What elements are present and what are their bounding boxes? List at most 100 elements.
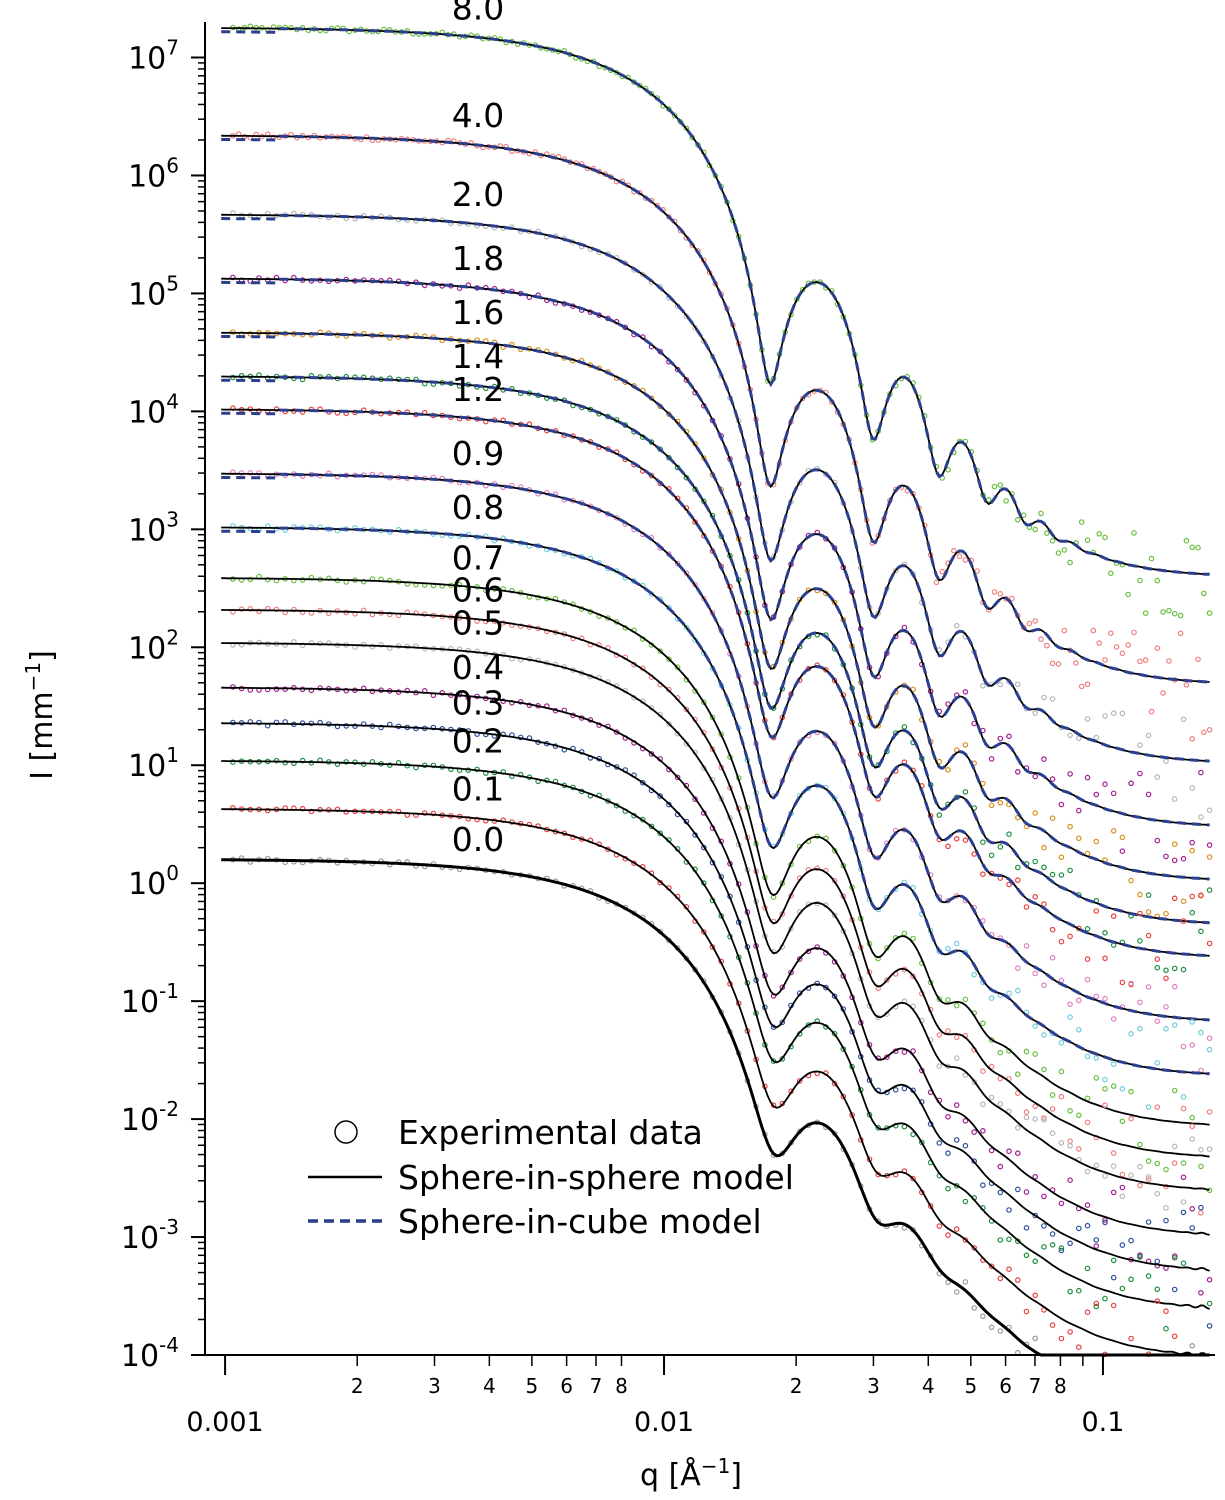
data-point [1163,758,1169,764]
data-point [1171,983,1178,990]
data-point [1032,773,1039,780]
data-point [1189,909,1196,916]
data-point [1058,1245,1065,1251]
data-point [666,656,672,663]
data-point [1014,1186,1021,1193]
data-point [1206,842,1213,848]
data-point [953,1289,960,1295]
curve-label-0.7: 0.7 [452,539,504,578]
experimental-series-0.7 [230,573,1213,1194]
data-point [1049,954,1056,961]
data-point [1049,1322,1056,1328]
data-point [1119,1118,1126,1125]
data-point [1154,577,1161,584]
data-point [1189,1042,1196,1048]
y-tick-label: 10-4 [121,1333,179,1374]
x-minor-tick-label: 8 [615,1374,628,1398]
data-point [1032,1051,1039,1057]
data-point [1032,618,1039,624]
data-point [1198,892,1204,899]
data-point [1061,547,1068,553]
data-point [1093,1237,1100,1243]
data-point [840,1093,847,1100]
data-point [831,1030,838,1037]
data-point [1023,1048,1030,1055]
y-tick-label: 107 [128,36,179,77]
data-point [1110,827,1117,834]
data-point [1166,658,1172,664]
data-point [988,1037,995,1043]
data-point [884,977,890,983]
data-point [936,1140,943,1146]
data-point [980,839,986,846]
data-point [700,595,707,602]
data-point [1180,1209,1187,1216]
data-point [1198,769,1204,776]
data-point [1058,1200,1065,1207]
x-minor-tick-label: 2 [790,1374,803,1398]
data-point [1180,918,1187,924]
data-point [264,576,271,583]
data-point [378,641,384,648]
data-point [1128,1276,1134,1283]
data-point [1119,1184,1126,1191]
data-point [1180,1160,1187,1166]
data-point [953,1137,960,1143]
data-point [1090,627,1097,634]
data-point [1137,891,1143,898]
data-point [1145,984,1152,990]
data-point [910,1175,916,1182]
data-point [1145,909,1152,915]
sphere-in-cube-line-1.6 [221,331,1210,881]
data-point [1119,979,1126,986]
data-point [1119,710,1126,717]
data-point [1032,893,1039,900]
data-point [997,844,1004,850]
sphere-in-cube-line-1.8 [221,277,1210,827]
data-point [1206,1046,1213,1053]
data-point [421,810,428,816]
data-point [1093,908,1100,914]
data-point [953,1226,960,1232]
data-point [1154,1104,1161,1111]
data-point [648,751,655,757]
data-point [1032,970,1039,977]
data-point [1102,1102,1108,1109]
data-point [683,125,690,132]
data-point [1128,1335,1134,1342]
sphere-in-sphere-line-0.0 [221,858,1210,1357]
data-point [1093,791,1100,798]
data-point [1058,872,1065,878]
data-point [1093,1300,1100,1307]
curve-label-0.1: 0.1 [452,769,504,808]
data-point [988,802,995,809]
data-point [1014,1071,1021,1078]
data-point [1171,1022,1178,1028]
data-point [1163,1308,1169,1315]
data-point [1014,681,1021,688]
x-minor-tick-label: 3 [428,1374,441,1398]
data-point [1058,938,1065,945]
data-point [1119,1193,1126,1200]
data-point [971,1129,978,1135]
data-point [1055,661,1062,667]
data-point [1076,807,1082,814]
data-point [1102,713,1108,719]
data-point [1084,1222,1091,1229]
data-point [1032,1023,1039,1029]
data-point [997,482,1004,488]
y-tick-label: 10-1 [121,979,179,1020]
data-point [1084,1053,1091,1060]
y-axis-title: I [mm−1] [21,650,60,780]
data-point [1137,910,1143,917]
curve-label-0.2: 0.2 [452,721,504,760]
data-point [1171,1333,1178,1340]
data-point [1110,1189,1117,1196]
data-point [692,581,698,588]
data-point [1076,997,1082,1004]
data-point [1067,1240,1073,1247]
data-point [1171,1160,1178,1166]
data-point [1084,1119,1091,1126]
sphere-in-sphere-line-0.8 [221,526,1210,1075]
data-point [980,1128,986,1134]
